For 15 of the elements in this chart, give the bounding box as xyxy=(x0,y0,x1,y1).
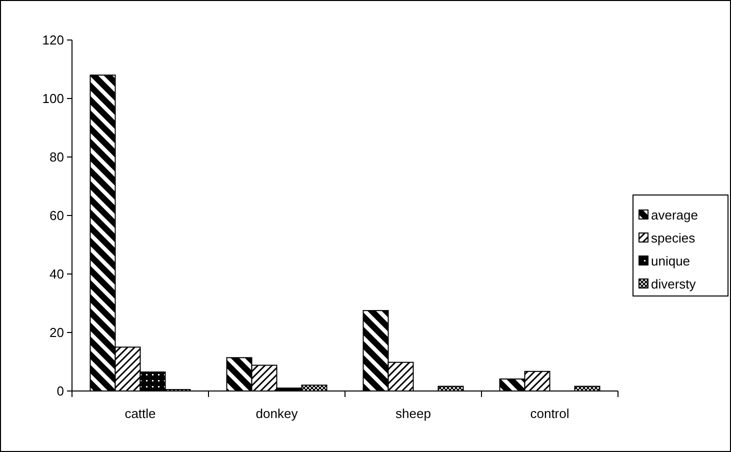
y-tick-label: 60 xyxy=(50,208,64,224)
x-tick-label: donkey xyxy=(256,406,298,421)
y-tick-label: 0 xyxy=(56,384,64,399)
x-tick-label: control xyxy=(530,406,570,421)
legend-label: species xyxy=(651,230,696,246)
legend-label: diversty xyxy=(651,276,696,292)
y-tick-label: 120 xyxy=(42,32,64,48)
y-tick-label: 80 xyxy=(50,150,64,165)
y-tick-label: 20 xyxy=(50,325,64,340)
legend-label: average xyxy=(651,208,698,223)
legend-label: unique xyxy=(651,254,690,269)
y-tick-label: 40 xyxy=(50,266,64,282)
x-tick-label: sheep xyxy=(396,406,431,421)
y-tick-label: 100 xyxy=(42,91,64,106)
x-tick-label: cattle xyxy=(124,406,156,421)
